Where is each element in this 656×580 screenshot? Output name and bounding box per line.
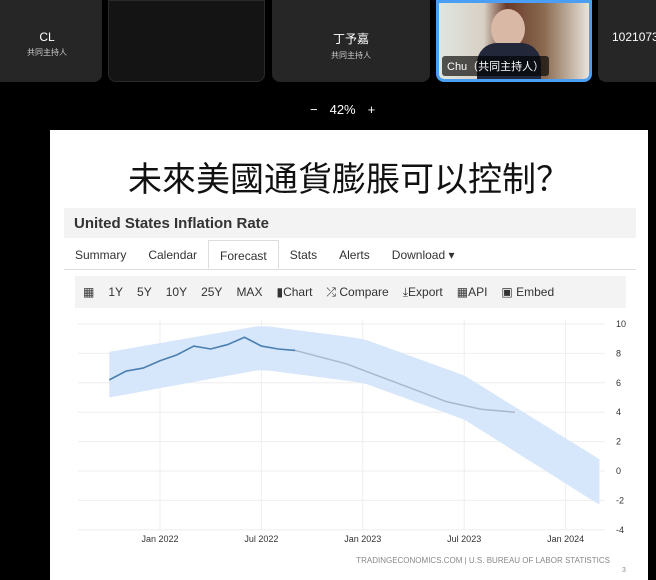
range-max-button[interactable]: MAX — [236, 285, 263, 299]
participant-tile-1021073[interactable]: 1021073 — [598, 0, 656, 82]
range-1y-button[interactable]: 1Y — [108, 285, 124, 299]
zoom-out-button[interactable]: − — [310, 102, 318, 117]
participant-video-chu[interactable]: Chu（共同主持人） — [436, 0, 592, 82]
y-tick-label: 6 — [616, 378, 621, 388]
participant-role: 共同主持人 — [27, 48, 67, 57]
participant-tile-blank[interactable] — [108, 0, 265, 82]
zoom-in-button[interactable]: + — [367, 102, 376, 117]
tab-download[interactable]: Download ▾ — [391, 248, 455, 262]
zoom-control: − 42% + — [310, 102, 375, 117]
x-tick-label: Jul 2022 — [244, 534, 278, 544]
embed-label: Embed — [516, 285, 555, 299]
compare-label: Compare — [339, 284, 389, 299]
tab-alerts[interactable]: Alerts — [339, 248, 370, 262]
participant-name: 1021073 — [612, 30, 656, 44]
bar-chart-icon: ▮ — [276, 285, 284, 299]
download-icon: ⤓ — [402, 284, 409, 299]
y-tick-label: 2 — [616, 437, 621, 447]
export-label: Export — [408, 284, 443, 299]
tab-stats[interactable]: Stats — [289, 248, 318, 262]
actual-line — [108, 336, 296, 381]
video-face — [491, 9, 525, 49]
zoom-level: 42% — [329, 102, 356, 117]
x-tick-label: Jul 2023 — [447, 534, 481, 544]
inflation-chart: 10 8 6 4 2 0 -2 -4 Jan 2022 Jul 2022 Jan 2023 Jul 2… — [78, 319, 626, 574]
y-tick-label: -2 — [616, 495, 624, 505]
tab-calendar[interactable]: Calendar — [148, 248, 198, 262]
api-label: API — [468, 285, 488, 299]
shuffle-icon: ⤮ — [326, 284, 337, 299]
y-tick-label: 0 — [616, 466, 621, 476]
participant-name: CL — [39, 30, 55, 44]
api-button[interactable]: ▦API — [457, 285, 488, 299]
slide-title: 未來美國通貨膨脹可以控制？ — [128, 160, 570, 200]
range-5y-button[interactable]: 5Y — [137, 285, 152, 299]
image-icon: ▣ — [501, 285, 513, 299]
compare-button[interactable]: ⤮ Compare — [326, 285, 388, 300]
export-button[interactable]: ⤓Export — [403, 285, 443, 300]
calendar-icon[interactable]: ▦ — [83, 285, 95, 299]
page-number: 3 — [622, 567, 626, 574]
x-tick-label: Jan 2022 — [141, 534, 178, 544]
participant-name: Chu（共同主持人） — [442, 56, 550, 76]
forecast-line — [295, 349, 515, 413]
tab-summary[interactable]: Summary — [75, 248, 127, 262]
y-tick-label: -4 — [616, 525, 624, 535]
forecast-band — [109, 326, 600, 505]
tab-forecast[interactable]: Forecast — [208, 240, 279, 269]
y-tick-label: 10 — [616, 319, 626, 329]
embed-button[interactable]: ▣ Embed — [501, 285, 554, 299]
range-10y-button[interactable]: 10Y — [165, 285, 188, 299]
participant-role: 共同主持人 — [331, 51, 371, 60]
y-tick-label: 8 — [616, 348, 621, 358]
participant-tile-ding[interactable]: 丁予嘉 共同主持人 — [272, 0, 430, 82]
y-tick-label: 4 — [616, 407, 621, 417]
x-tick-label: Jan 2024 — [547, 534, 584, 544]
participant-tile-cl[interactable]: CL 共同主持人 — [0, 0, 102, 82]
chart-label: Chart — [283, 285, 313, 299]
chart-button[interactable]: ▮Chart — [276, 285, 312, 299]
grid-icon: ▦ — [456, 285, 469, 299]
tab-bar: Summary Calendar Forecast Stats Alerts D… — [64, 240, 636, 270]
chart-toolbar: ▦ 1Y 5Y 10Y 25Y MAX ▮Chart ⤮ Compare ⤓Ex… — [75, 276, 626, 308]
x-tick-label: Jan 2023 — [344, 534, 381, 544]
participant-name: 丁予嘉 — [332, 32, 369, 46]
shared-slide: 未來美國通貨膨脹可以控制？ United States Inflation Ra… — [50, 130, 648, 580]
range-25y-button[interactable]: 25Y — [201, 285, 223, 299]
source-label: TRADINGECONOMICS.COM | U.S. BUREAU OF LA… — [356, 556, 610, 565]
panel-header: United States Inflation Rate — [64, 208, 636, 238]
